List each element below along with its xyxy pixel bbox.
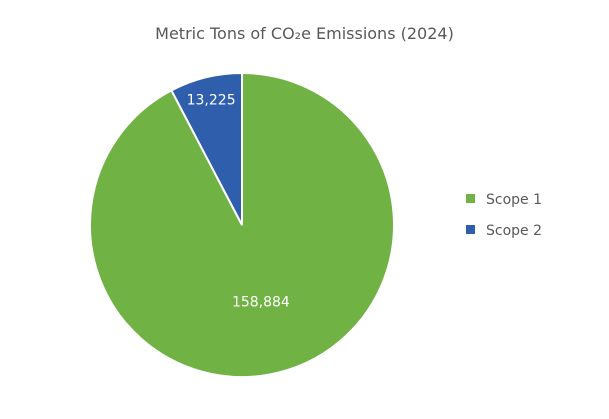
chart-title: Metric Tons of CO₂e Emissions (2024)	[155, 24, 454, 43]
legend-label-scope-1: Scope 1	[486, 192, 542, 208]
data-label-scope-2: 13,225	[187, 93, 236, 109]
pie-slice-scope-2	[170, 71, 243, 226]
pie-data-labels: 158,884 13,225	[187, 93, 290, 311]
pie-slice-scope-1	[89, 71, 395, 378]
legend-swatch-scope-2	[466, 225, 475, 234]
legend-swatch-scope-1	[466, 194, 475, 203]
chart-legend: Scope 1 Scope 2	[466, 192, 542, 239]
pie-slices	[89, 71, 395, 378]
data-label-scope-1: 158,884	[232, 295, 290, 311]
legend-label-scope-2: Scope 2	[486, 223, 542, 239]
